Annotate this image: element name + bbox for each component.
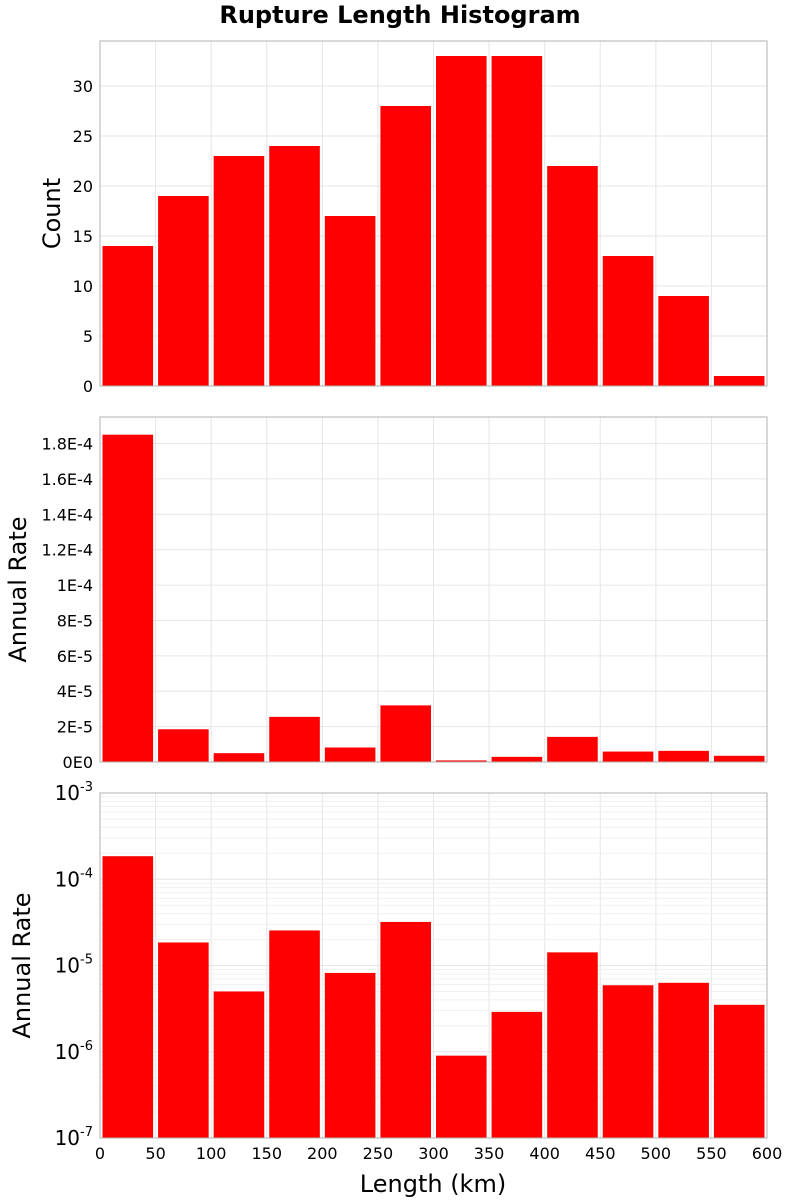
- bar-1-10: [602, 256, 654, 386]
- x-tick-label: 100: [196, 1144, 227, 1163]
- x-tick-label: 400: [529, 1144, 560, 1163]
- y-axis-label: Annual Rate: [4, 516, 32, 662]
- chart-panels: 0 5 10 15 20 25 30 Count 0E0 2E-5 4E-5 6E-5 8E-5 1E-4…: [4, 40, 782, 1163]
- bar-1-2: [158, 196, 209, 386]
- x-tick-label: 600: [752, 1144, 783, 1163]
- y-tick-exponent: -6: [80, 1039, 93, 1054]
- y-axis-label: Annual Rate: [8, 892, 36, 1038]
- bar-2-12: [713, 755, 765, 762]
- bar-2-6: [380, 705, 431, 762]
- y-tick-label: 8E-5: [57, 611, 93, 630]
- y-tick-label: 30: [73, 77, 93, 96]
- bar-1-8: [491, 56, 543, 386]
- y-tick-base: 10: [55, 781, 80, 805]
- bar-3-2: [158, 942, 209, 1138]
- y-tick-label: 10-3: [55, 780, 93, 805]
- bar-1-1: [102, 246, 154, 386]
- y-tick-base: 10: [55, 954, 80, 978]
- y-tick-exponent: -5: [80, 953, 93, 968]
- x-tick-label: 200: [307, 1144, 338, 1163]
- plot-frame: [99, 416, 768, 763]
- y-tick-label: 1.6E-4: [41, 470, 93, 489]
- y-tick-label: 1E-4: [57, 576, 93, 595]
- y-tick-exponent: -7: [80, 1125, 93, 1140]
- y-tick-label: 10-6: [55, 1039, 93, 1064]
- bar-2-3: [213, 753, 265, 762]
- bar-3-10: [602, 985, 654, 1138]
- y-tick-label: 25: [73, 127, 93, 146]
- y-tick-label: 10-5: [55, 953, 93, 978]
- y-tick-label: 2E-5: [57, 718, 93, 737]
- y-tick-label: 10: [73, 277, 93, 296]
- bar-1-6: [380, 106, 431, 386]
- y-tick-base: 10: [55, 1040, 80, 1064]
- bar-1-3: [213, 156, 265, 386]
- y-axis-label: Count: [38, 178, 66, 249]
- chart-title: Rupture Length Histogram: [219, 1, 580, 29]
- bar-3-4: [269, 930, 320, 1138]
- plot-frame: [99, 40, 768, 387]
- y-tick-label: 6E-5: [57, 647, 93, 666]
- y-tick-label: 10-7: [55, 1125, 93, 1150]
- bar-2-5: [324, 747, 376, 762]
- y-tick-label: 15: [73, 227, 93, 246]
- chart-panel-3: 10-710-610-510-410-30 50 100 150 200 250 300 35…: [8, 780, 782, 1163]
- bar-2-2: [158, 729, 209, 762]
- bar-2-7: [436, 760, 487, 762]
- bar-3-3: [213, 991, 265, 1138]
- bar-3-6: [380, 921, 431, 1138]
- bar-3-12: [713, 1004, 765, 1138]
- x-tick-label: 250: [363, 1144, 394, 1163]
- bar-3-11: [658, 982, 709, 1138]
- y-tick-base: 10: [55, 867, 80, 891]
- bar-2-8: [491, 756, 543, 762]
- x-tick-label: 550: [696, 1144, 727, 1163]
- x-axis-label: Length (km): [360, 1170, 506, 1198]
- bar-3-5: [324, 972, 376, 1138]
- plot-frame: [99, 792, 768, 1139]
- bar-1-7: [436, 56, 487, 386]
- bar-1-4: [269, 146, 320, 386]
- chart-panel-2: 0E0 2E-5 4E-5 6E-5 8E-5 1E-4 1.2E-4 1.4E-4 1.6E-…: [4, 416, 768, 772]
- x-tick-label: 500: [641, 1144, 672, 1163]
- y-tick-label: 0E0: [63, 753, 93, 772]
- y-tick-label: 1.2E-4: [41, 541, 93, 560]
- bar-2-9: [547, 736, 598, 762]
- bar-2-1: [102, 434, 154, 762]
- x-tick-label: 150: [251, 1144, 282, 1163]
- bar-3-9: [547, 952, 598, 1138]
- bar-1-9: [547, 166, 598, 386]
- y-tick-base: 10: [55, 1126, 80, 1150]
- y-tick-label: 4E-5: [57, 682, 93, 701]
- y-tick-label: 20: [73, 177, 93, 196]
- bar-3-7: [436, 1055, 487, 1138]
- y-tick-exponent: -4: [80, 866, 93, 881]
- y-tick-label: 1.4E-4: [41, 505, 93, 524]
- bar-2-11: [658, 750, 709, 762]
- y-tick-label: 1.8E-4: [41, 435, 93, 454]
- x-tick-label: 300: [418, 1144, 449, 1163]
- y-tick-exponent: -3: [80, 780, 93, 795]
- x-tick-label: 450: [585, 1144, 616, 1163]
- chart-panel-1: 0 5 10 15 20 25 30 Count: [38, 40, 768, 396]
- bar-3-8: [491, 1011, 543, 1138]
- bar-2-4: [269, 716, 320, 762]
- bar-2-10: [602, 751, 654, 762]
- y-tick-label: 0: [83, 377, 93, 396]
- x-tick-label: 50: [145, 1144, 165, 1163]
- bar-1-11: [658, 296, 709, 386]
- bar-3-1: [102, 856, 154, 1138]
- bar-1-5: [324, 216, 376, 386]
- y-tick-label: 10-4: [55, 866, 93, 891]
- bar-1-12: [713, 376, 765, 386]
- x-tick-label: 350: [474, 1144, 505, 1163]
- y-tick-label: 5: [83, 327, 93, 346]
- x-tick-label: 0: [95, 1144, 105, 1163]
